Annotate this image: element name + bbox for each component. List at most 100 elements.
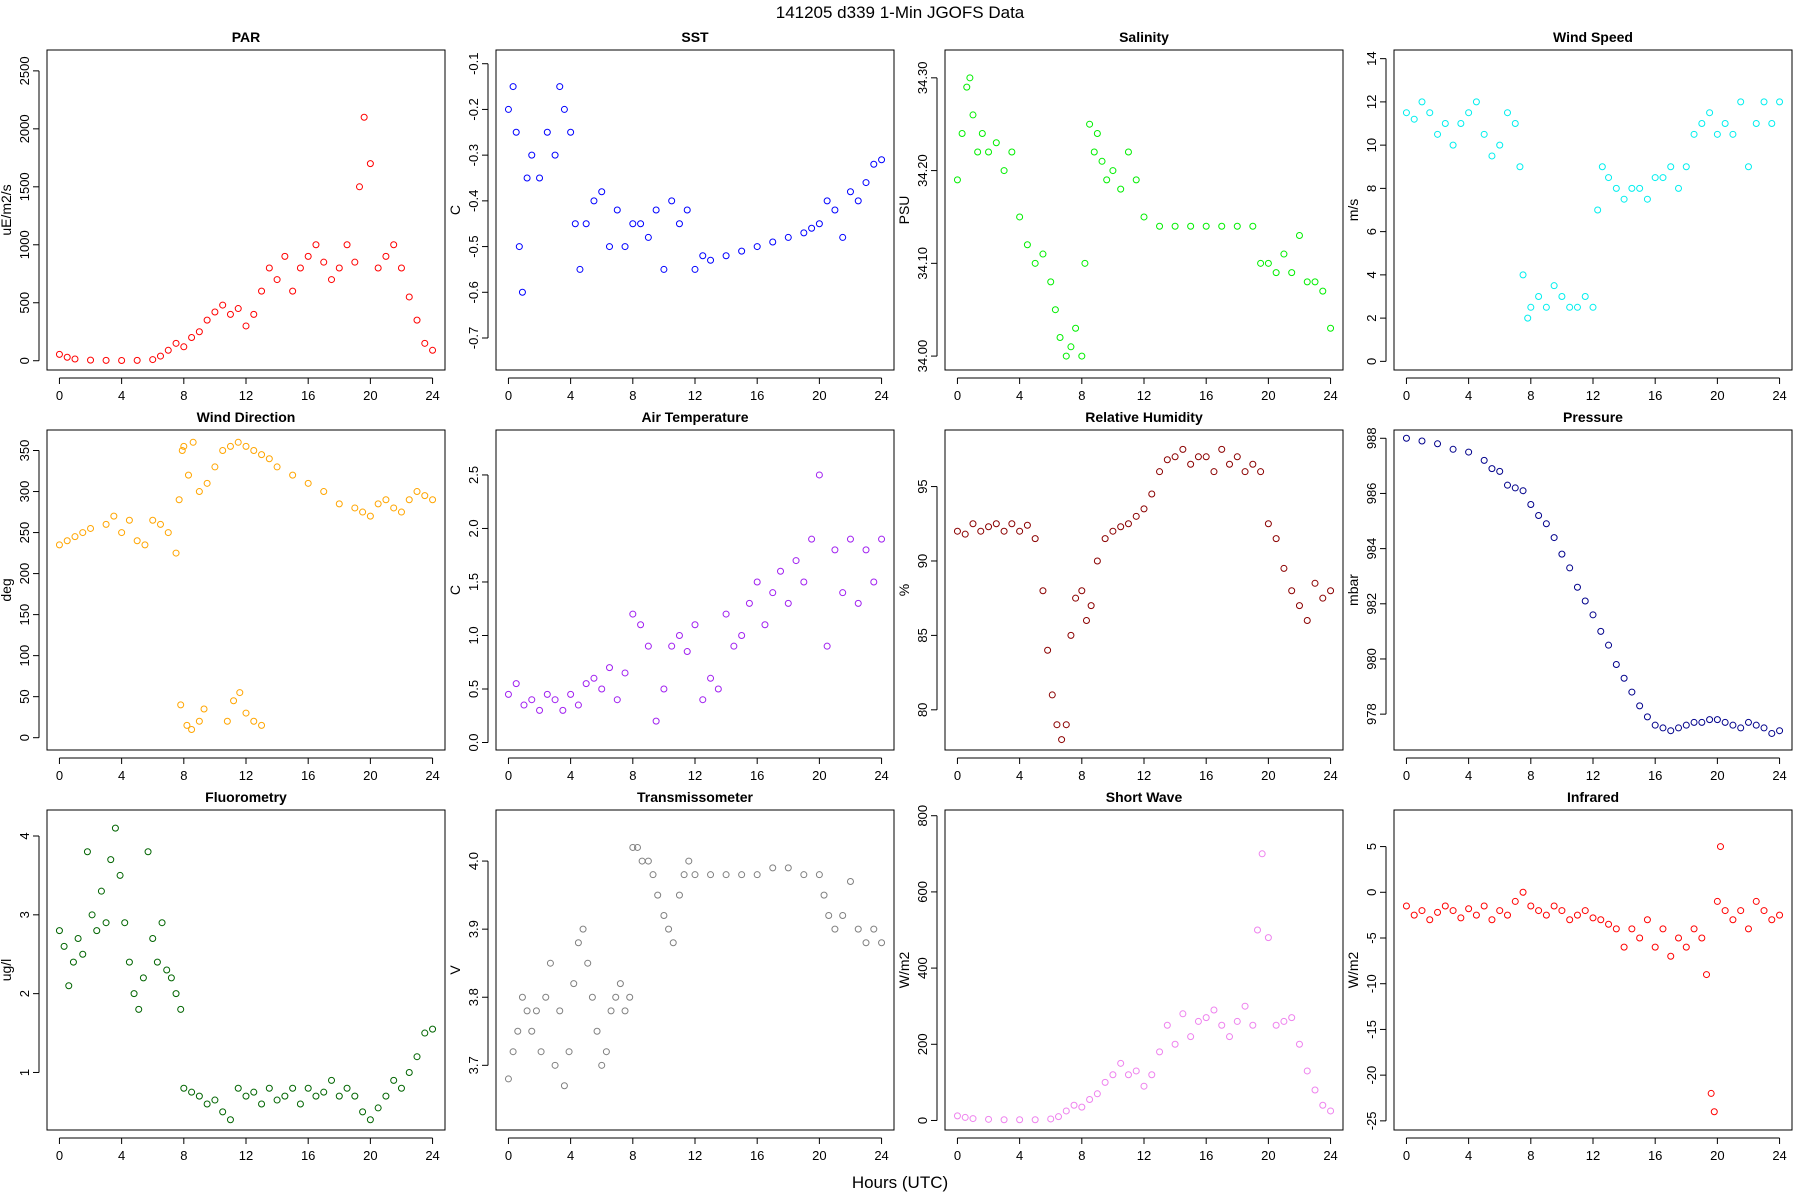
data-point [551, 696, 559, 704]
data-point [226, 310, 234, 318]
data-point [953, 527, 961, 535]
data-point [992, 139, 1000, 147]
data-point [382, 496, 390, 504]
x-tick-label: 24 [874, 388, 888, 403]
data-point [509, 83, 517, 91]
data-point [846, 535, 854, 543]
data-point [320, 258, 328, 266]
data-point [111, 824, 119, 832]
data-point [1078, 352, 1086, 360]
data-point [1768, 120, 1776, 128]
data-point [1620, 674, 1628, 682]
data-point [1566, 916, 1574, 924]
data-point [800, 578, 808, 586]
data-point [1589, 914, 1597, 922]
data-point [593, 1027, 601, 1035]
y-tick-label: 3.9 [466, 920, 481, 938]
data-point [730, 642, 738, 650]
data-point [862, 546, 870, 554]
data-point [1550, 902, 1558, 910]
data-point [878, 156, 886, 164]
data-point [172, 549, 180, 557]
data-point [1434, 908, 1442, 916]
data-point [862, 939, 870, 947]
data-point [265, 264, 273, 272]
data-point [560, 105, 568, 113]
data-point [320, 488, 328, 496]
y-tick-label: 150 [17, 604, 32, 626]
data-series-fluorometry [55, 824, 437, 1124]
data-point [1511, 120, 1519, 128]
data-point [1117, 523, 1125, 531]
data-point [1101, 1078, 1109, 1086]
data-point [1706, 109, 1714, 117]
data-point [180, 442, 188, 450]
data-point [515, 243, 523, 251]
data-point [1327, 587, 1335, 595]
y-axis-label: ug/l [0, 959, 14, 982]
x-tick-label: 16 [1648, 1148, 1662, 1163]
data-point [652, 206, 660, 214]
data-point [1090, 148, 1098, 156]
panel-air-temperature: Air Temperature C 0 4 8 12 16 20 24 0.0 0.5 1.0 1.5 2… [447, 409, 895, 783]
x-tick-label: 8 [180, 388, 187, 403]
data-point [1594, 206, 1602, 214]
data-point [831, 206, 839, 214]
x-tick-label: 0 [954, 1148, 961, 1163]
data-series-infrared [1402, 843, 1784, 1116]
data-point [1620, 943, 1628, 951]
data-point [83, 848, 91, 856]
data-point [1226, 460, 1234, 468]
data-point [195, 328, 203, 336]
data-point [574, 701, 582, 709]
data-point [777, 567, 785, 575]
data-point [203, 1100, 211, 1108]
data-point [296, 1100, 304, 1108]
data-point [644, 233, 652, 241]
data-point [1581, 292, 1589, 300]
data-point [69, 958, 77, 966]
data-point [158, 919, 166, 927]
data-point [1098, 157, 1106, 165]
data-point [312, 1092, 320, 1100]
data-point [683, 648, 691, 656]
data-point [1449, 141, 1457, 149]
data-point [250, 447, 258, 455]
data-point [180, 1084, 188, 1092]
data-point [195, 717, 203, 725]
y-tick-label: 1 [17, 1069, 32, 1076]
data-point [177, 701, 185, 709]
data-point [576, 265, 584, 273]
x-tick-label: 24 [1772, 1148, 1786, 1163]
data-point [590, 674, 598, 682]
data-point [1101, 535, 1109, 543]
data-point [598, 188, 606, 196]
y-axis-label: m/s [1345, 199, 1361, 222]
x-tick-label: 0 [954, 768, 961, 783]
data-point [203, 479, 211, 487]
x-tick-label: 16 [301, 388, 315, 403]
data-point [1156, 222, 1164, 230]
data-point [854, 599, 862, 607]
data-point [1760, 98, 1768, 106]
data-point [55, 350, 63, 358]
data-point [1272, 1021, 1280, 1029]
data-point [421, 1029, 429, 1037]
data-point [567, 128, 575, 136]
x-tick-label: 12 [1586, 1148, 1600, 1163]
data-point [390, 504, 398, 512]
data-point [1257, 259, 1265, 267]
data-point [1737, 907, 1745, 915]
data-point [273, 463, 281, 471]
data-point [1488, 152, 1496, 160]
data-point [738, 631, 746, 639]
data-point [542, 993, 550, 1001]
data-point [413, 316, 421, 324]
data-point [1272, 269, 1280, 277]
data-point [1566, 564, 1574, 572]
x-tick-label: 24 [1323, 1148, 1337, 1163]
data-point [1023, 241, 1031, 249]
panel-title: Relative Humidity [1085, 409, 1203, 425]
y-tick-label: 600 [915, 881, 930, 903]
